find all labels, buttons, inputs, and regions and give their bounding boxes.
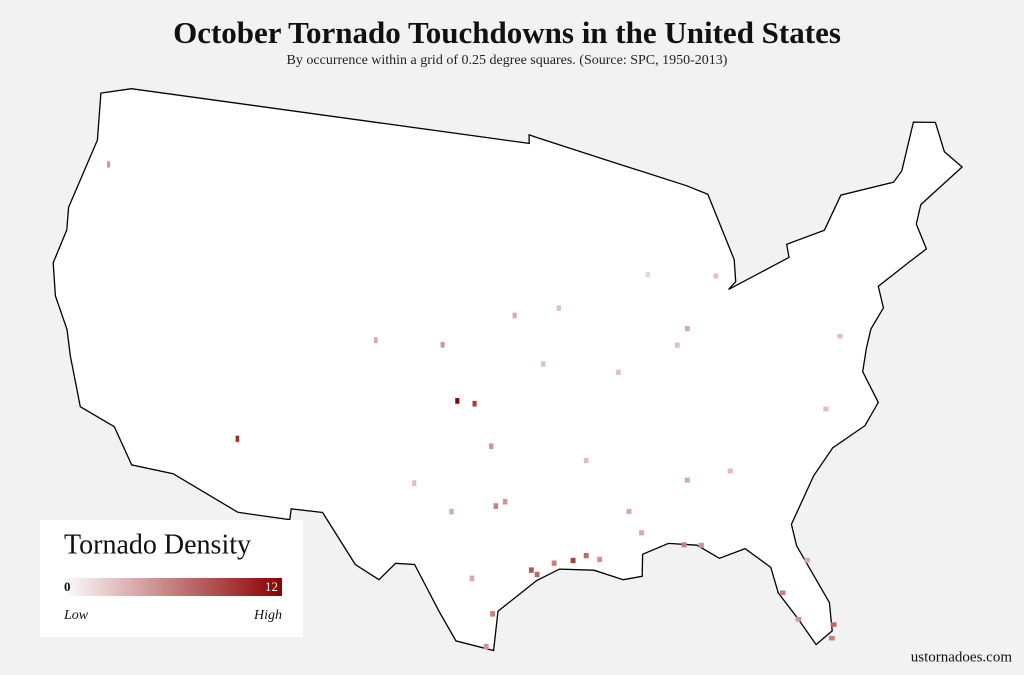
us-outline (52, 88, 964, 652)
density-cell (483, 643, 489, 650)
legend-gradient (62, 578, 282, 596)
density-cell (449, 508, 454, 515)
density-cell (837, 333, 843, 339)
credit: ustornadoes.com (911, 649, 1013, 665)
density-cell (469, 575, 475, 582)
legend-high: High (253, 608, 282, 623)
density-cell (373, 337, 378, 344)
density-cell (795, 616, 802, 622)
density-cell (685, 325, 690, 332)
density-cell (597, 556, 603, 563)
density-cell (541, 361, 546, 367)
density-cell (698, 542, 704, 548)
density-cell (570, 557, 576, 564)
legend-min: 0 (64, 579, 71, 594)
title: October Tornado Touchdowns in the United… (173, 15, 841, 50)
density-cell (804, 557, 810, 563)
us-map (52, 88, 964, 652)
density-cell (556, 305, 561, 312)
subtitle: By occurrence within a grid of 0.25 degr… (287, 53, 728, 68)
legend-title: Tornado Density (64, 529, 251, 560)
density-cell (472, 400, 477, 407)
legend-low: Low (63, 608, 89, 623)
density-cell (823, 406, 829, 412)
density-cell (455, 398, 460, 404)
density-cell (490, 611, 495, 617)
density-cell (828, 635, 835, 641)
legend-max: 12 (265, 579, 278, 594)
density-cell (626, 508, 632, 515)
density-cell (583, 552, 589, 559)
density-cell (779, 590, 786, 596)
density-cell (727, 468, 733, 474)
density-cell (684, 477, 690, 483)
density-cell (235, 435, 240, 442)
density-cell (412, 480, 417, 487)
density-cell (645, 271, 650, 278)
density-cell (639, 530, 645, 536)
density-cell (534, 571, 540, 578)
density-cell (489, 443, 494, 450)
density-cell (830, 622, 837, 627)
density-cell (528, 567, 534, 573)
density-cell (674, 342, 680, 348)
density-cell (551, 560, 557, 566)
density-cell (502, 498, 508, 505)
density-cell (493, 503, 499, 509)
density-cell (583, 457, 589, 464)
density-cell (616, 369, 621, 375)
density-cell (107, 161, 111, 168)
density-cell (440, 341, 445, 348)
density-cell (681, 542, 687, 548)
density-cell (512, 312, 517, 319)
density-cell (713, 273, 719, 279)
